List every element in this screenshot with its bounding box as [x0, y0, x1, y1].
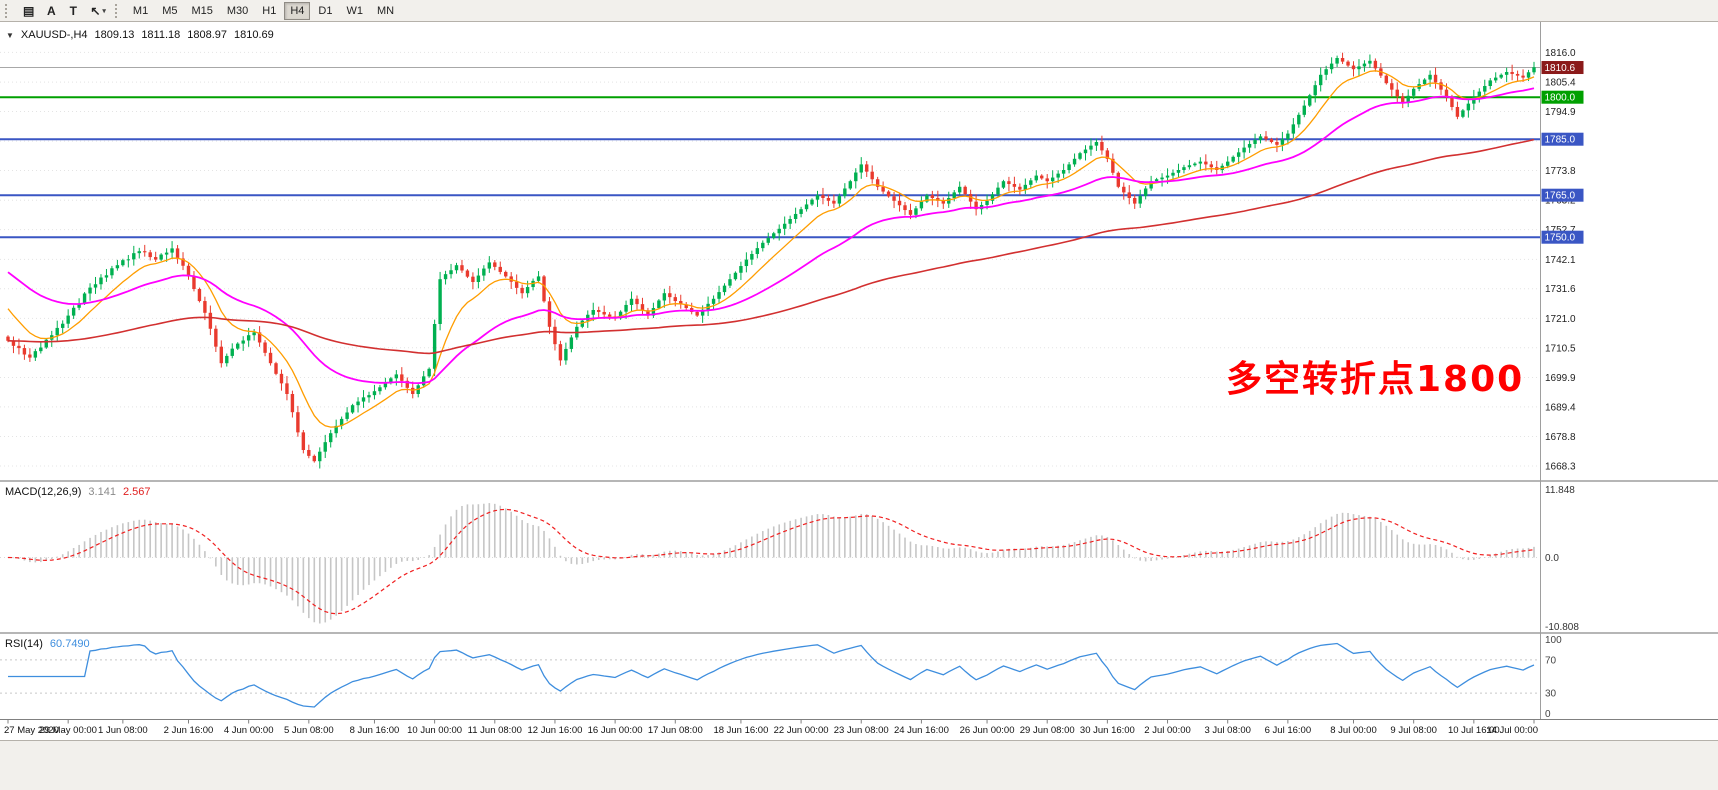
medium-ma-line: [7, 87, 1535, 385]
timeframe-button-m1[interactable]: M1: [127, 2, 154, 20]
candles: [6, 52, 1536, 469]
text-tool-button[interactable]: T: [62, 2, 84, 20]
svg-text:16 Jun 00:00: 16 Jun 00:00: [588, 725, 643, 736]
chart-area: 1816.01805.41794.91784.31773.81763.21752…: [0, 22, 1718, 740]
price-badges: 1810.6 1800.0 1785.0 1765.0 1750.0: [1541, 61, 1584, 244]
timeframe-button-h4[interactable]: H4: [284, 1, 311, 20]
panel-separators: [0, 22, 1718, 720]
collapse-triangle-icon[interactable]: ▼: [6, 30, 14, 40]
svg-text:8 Jun 16:00: 8 Jun 16:00: [350, 725, 400, 736]
svg-text:2 Jun 16:00: 2 Jun 16:00: [164, 725, 214, 736]
svg-text:12 Jun 16:00: 12 Jun 16:00: [527, 725, 582, 736]
svg-text:1794.9: 1794.9: [1545, 107, 1576, 118]
svg-text:1710.5: 1710.5: [1545, 343, 1576, 354]
toolbar-grip-2[interactable]: [114, 3, 122, 18]
timeframe-group: M1 M5 M15 M30 H1 H4 D1 W1 MN: [127, 1, 400, 20]
svg-text:1699.9: 1699.9: [1545, 373, 1576, 384]
moving-average-lines: [7, 70, 1535, 428]
charts-grid-button[interactable]: ▤: [17, 2, 40, 20]
svg-text:30: 30: [1545, 689, 1557, 700]
svg-text:30 Jun 16:00: 30 Jun 16:00: [1080, 725, 1135, 736]
charts-grid-icon: ▤: [23, 3, 35, 18]
svg-text:1742.1: 1742.1: [1545, 255, 1576, 266]
svg-text:29 Jun 08:00: 29 Jun 08:00: [1020, 725, 1075, 736]
svg-text:1689.4: 1689.4: [1545, 402, 1576, 413]
price-annotation[interactable]: 多空转折点1800: [1226, 359, 1525, 400]
svg-text:9 Jul 08:00: 9 Jul 08:00: [1390, 725, 1436, 736]
svg-text:-10.808: -10.808: [1545, 622, 1579, 633]
fast-ma-line: [7, 70, 1535, 428]
text-tool-icon: T: [69, 3, 78, 18]
svg-text:6 Jul 16:00: 6 Jul 16:00: [1265, 725, 1311, 736]
price-chart-svg[interactable]: 1816.01805.41794.91784.31773.81763.21752…: [0, 22, 1718, 740]
svg-text:1750.0: 1750.0: [1545, 233, 1576, 244]
svg-text:1773.8: 1773.8: [1545, 166, 1576, 177]
timeframe-button-m5[interactable]: M5: [156, 2, 183, 20]
svg-text:1816.0: 1816.0: [1545, 48, 1576, 59]
svg-text:100: 100: [1545, 635, 1562, 646]
svg-text:0: 0: [1545, 709, 1551, 720]
svg-text:1678.8: 1678.8: [1545, 432, 1576, 443]
svg-text:29 May 00:00: 29 May 00:00: [39, 725, 97, 736]
toolbar-grip[interactable]: [5, 3, 12, 18]
timeframe-button-m30[interactable]: M30: [221, 2, 254, 20]
chevron-down-icon: ▾: [102, 7, 106, 15]
svg-text:18 Jun 16:00: 18 Jun 16:00: [713, 725, 768, 736]
horizontal-lines[interactable]: [0, 67, 1540, 239]
svg-text:22 Jun 00:00: 22 Jun 00:00: [774, 725, 829, 736]
svg-text:27 May 2020: 27 May 2020: [4, 725, 59, 736]
svg-text:1800.0: 1800.0: [1545, 93, 1576, 104]
svg-text:23 Jun 08:00: 23 Jun 08:00: [834, 725, 889, 736]
svg-text:4 Jun 00:00: 4 Jun 00:00: [224, 725, 274, 736]
timeframe-button-w1[interactable]: W1: [340, 2, 369, 20]
window-bottom-strip: [0, 740, 1718, 790]
cursor-dropdown-button[interactable]: ↖ ▾: [84, 2, 112, 20]
svg-text:0.0: 0.0: [1545, 553, 1559, 564]
rsi-panel: 100 70 30 0: [0, 635, 1562, 720]
macd-signal-line: [7, 508, 1535, 615]
svg-text:1752.7: 1752.7: [1545, 225, 1576, 236]
slow-ma-line: [7, 138, 1535, 355]
svg-text:26 Jun 00:00: 26 Jun 00:00: [960, 725, 1015, 736]
cursor-dropdown-icon: ↖: [90, 3, 101, 18]
timeframe-button-h1[interactable]: H1: [256, 2, 282, 20]
svg-text:1805.4: 1805.4: [1545, 78, 1576, 89]
toolbar: ▤ A T ↖ ▾ M1 M5 M15 M30 H1 H4 D1 W1 MN: [0, 0, 1718, 22]
timeframe-button-d1[interactable]: D1: [312, 2, 338, 20]
svg-text:11.848: 11.848: [1545, 485, 1575, 496]
svg-text:70: 70: [1545, 655, 1557, 666]
rsi-line: [8, 642, 1535, 708]
timeframe-button-mn[interactable]: MN: [371, 2, 400, 20]
svg-text:24 Jun 16:00: 24 Jun 16:00: [894, 725, 949, 736]
svg-text:14 Jul 00:00: 14 Jul 00:00: [1486, 725, 1538, 736]
text-label-icon: A: [47, 3, 56, 18]
tools-group: ▤ A T ↖ ▾: [17, 2, 112, 20]
svg-text:1785.0: 1785.0: [1545, 135, 1576, 146]
svg-text:1765.0: 1765.0: [1545, 191, 1576, 202]
macd-panel: 11.848 0.0 -10.808: [0, 485, 1579, 633]
svg-text:1 Jun 08:00: 1 Jun 08:00: [98, 725, 148, 736]
svg-text:5 Jun 08:00: 5 Jun 08:00: [284, 725, 334, 736]
main-grid: [0, 51, 1540, 467]
svg-text:10 Jul 16:00: 10 Jul 16:00: [1448, 725, 1500, 736]
svg-text:10 Jun 00:00: 10 Jun 00:00: [407, 725, 462, 736]
svg-text:2 Jul 00:00: 2 Jul 00:00: [1144, 725, 1190, 736]
svg-text:8 Jul 00:00: 8 Jul 00:00: [1330, 725, 1376, 736]
svg-text:1721.0: 1721.0: [1545, 314, 1576, 325]
text-label-button[interactable]: A: [40, 2, 62, 20]
svg-text:1810.6: 1810.6: [1545, 63, 1576, 74]
svg-text:11 Jun 08:00: 11 Jun 08:00: [468, 725, 522, 736]
svg-text:17 Jun 08:00: 17 Jun 08:00: [648, 725, 703, 736]
svg-text:3 Jul 08:00: 3 Jul 08:00: [1204, 725, 1250, 736]
timeframe-button-m15[interactable]: M15: [185, 2, 218, 20]
svg-text:1731.6: 1731.6: [1545, 284, 1576, 295]
svg-text:1668.3: 1668.3: [1545, 461, 1576, 472]
